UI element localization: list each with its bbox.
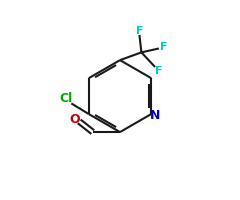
Text: N: N: [150, 109, 161, 122]
Text: O: O: [69, 113, 80, 126]
Text: F: F: [155, 66, 163, 76]
Text: F: F: [136, 26, 143, 36]
Text: Cl: Cl: [60, 92, 73, 105]
Text: F: F: [160, 42, 167, 52]
